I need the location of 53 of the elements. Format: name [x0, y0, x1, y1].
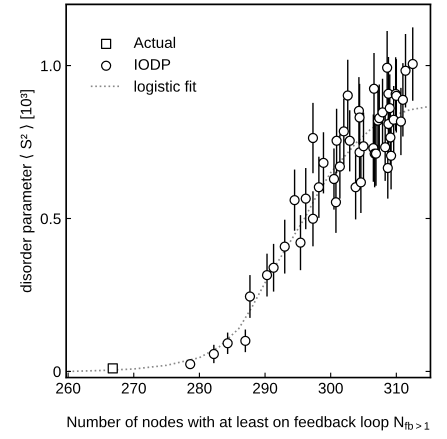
point — [330, 197, 342, 208]
y-tick-label: 0.5 — [40, 213, 61, 224]
x-tick-label: 260 — [56, 382, 80, 394]
point — [108, 363, 118, 374]
point — [408, 58, 418, 70]
point — [308, 132, 318, 144]
point — [377, 107, 388, 118]
point — [398, 94, 408, 105]
x-tick-label: 290 — [253, 382, 278, 394]
legend-label: logistic fit — [134, 80, 196, 95]
x-tick-label: 310 — [384, 382, 408, 394]
point — [386, 150, 396, 161]
x-tick-label: 280 — [187, 382, 212, 394]
point — [344, 136, 355, 146]
point — [400, 66, 411, 76]
point — [385, 132, 396, 143]
point — [338, 126, 349, 136]
point — [328, 174, 340, 184]
point — [358, 141, 369, 152]
point — [354, 112, 365, 123]
point — [244, 291, 256, 302]
y-axis-title: disorder parameter ⟨ S² ⟩ [10³] — [20, 90, 35, 292]
legend-label: IODP — [135, 59, 170, 70]
point — [382, 162, 393, 174]
y-tick-label: 0 — [53, 366, 61, 378]
point — [382, 62, 392, 73]
x-tick-label: 300 — [318, 382, 343, 394]
point — [318, 158, 329, 168]
point — [314, 182, 324, 192]
point — [380, 142, 390, 152]
x-tick-label: 270 — [122, 382, 146, 394]
point — [289, 195, 300, 206]
point — [396, 116, 406, 127]
line-series — [67, 106, 430, 372]
point — [356, 177, 366, 188]
point — [308, 214, 318, 224]
point — [331, 136, 342, 146]
point — [295, 238, 306, 248]
point — [268, 262, 279, 273]
point — [262, 270, 272, 280]
point — [384, 102, 395, 114]
point — [240, 336, 250, 346]
point — [222, 338, 233, 348]
point — [185, 358, 196, 370]
point — [300, 193, 311, 204]
x-axis-title: Number of nodes with at least on feedback loop N$_{fb>1}$ — [68, 416, 430, 430]
legend-label: Actual — [134, 36, 176, 48]
y-tick-label: 1.0 — [41, 60, 61, 72]
point — [208, 348, 219, 360]
point — [334, 161, 345, 172]
point — [280, 242, 290, 252]
point — [368, 84, 380, 94]
point — [342, 90, 353, 101]
